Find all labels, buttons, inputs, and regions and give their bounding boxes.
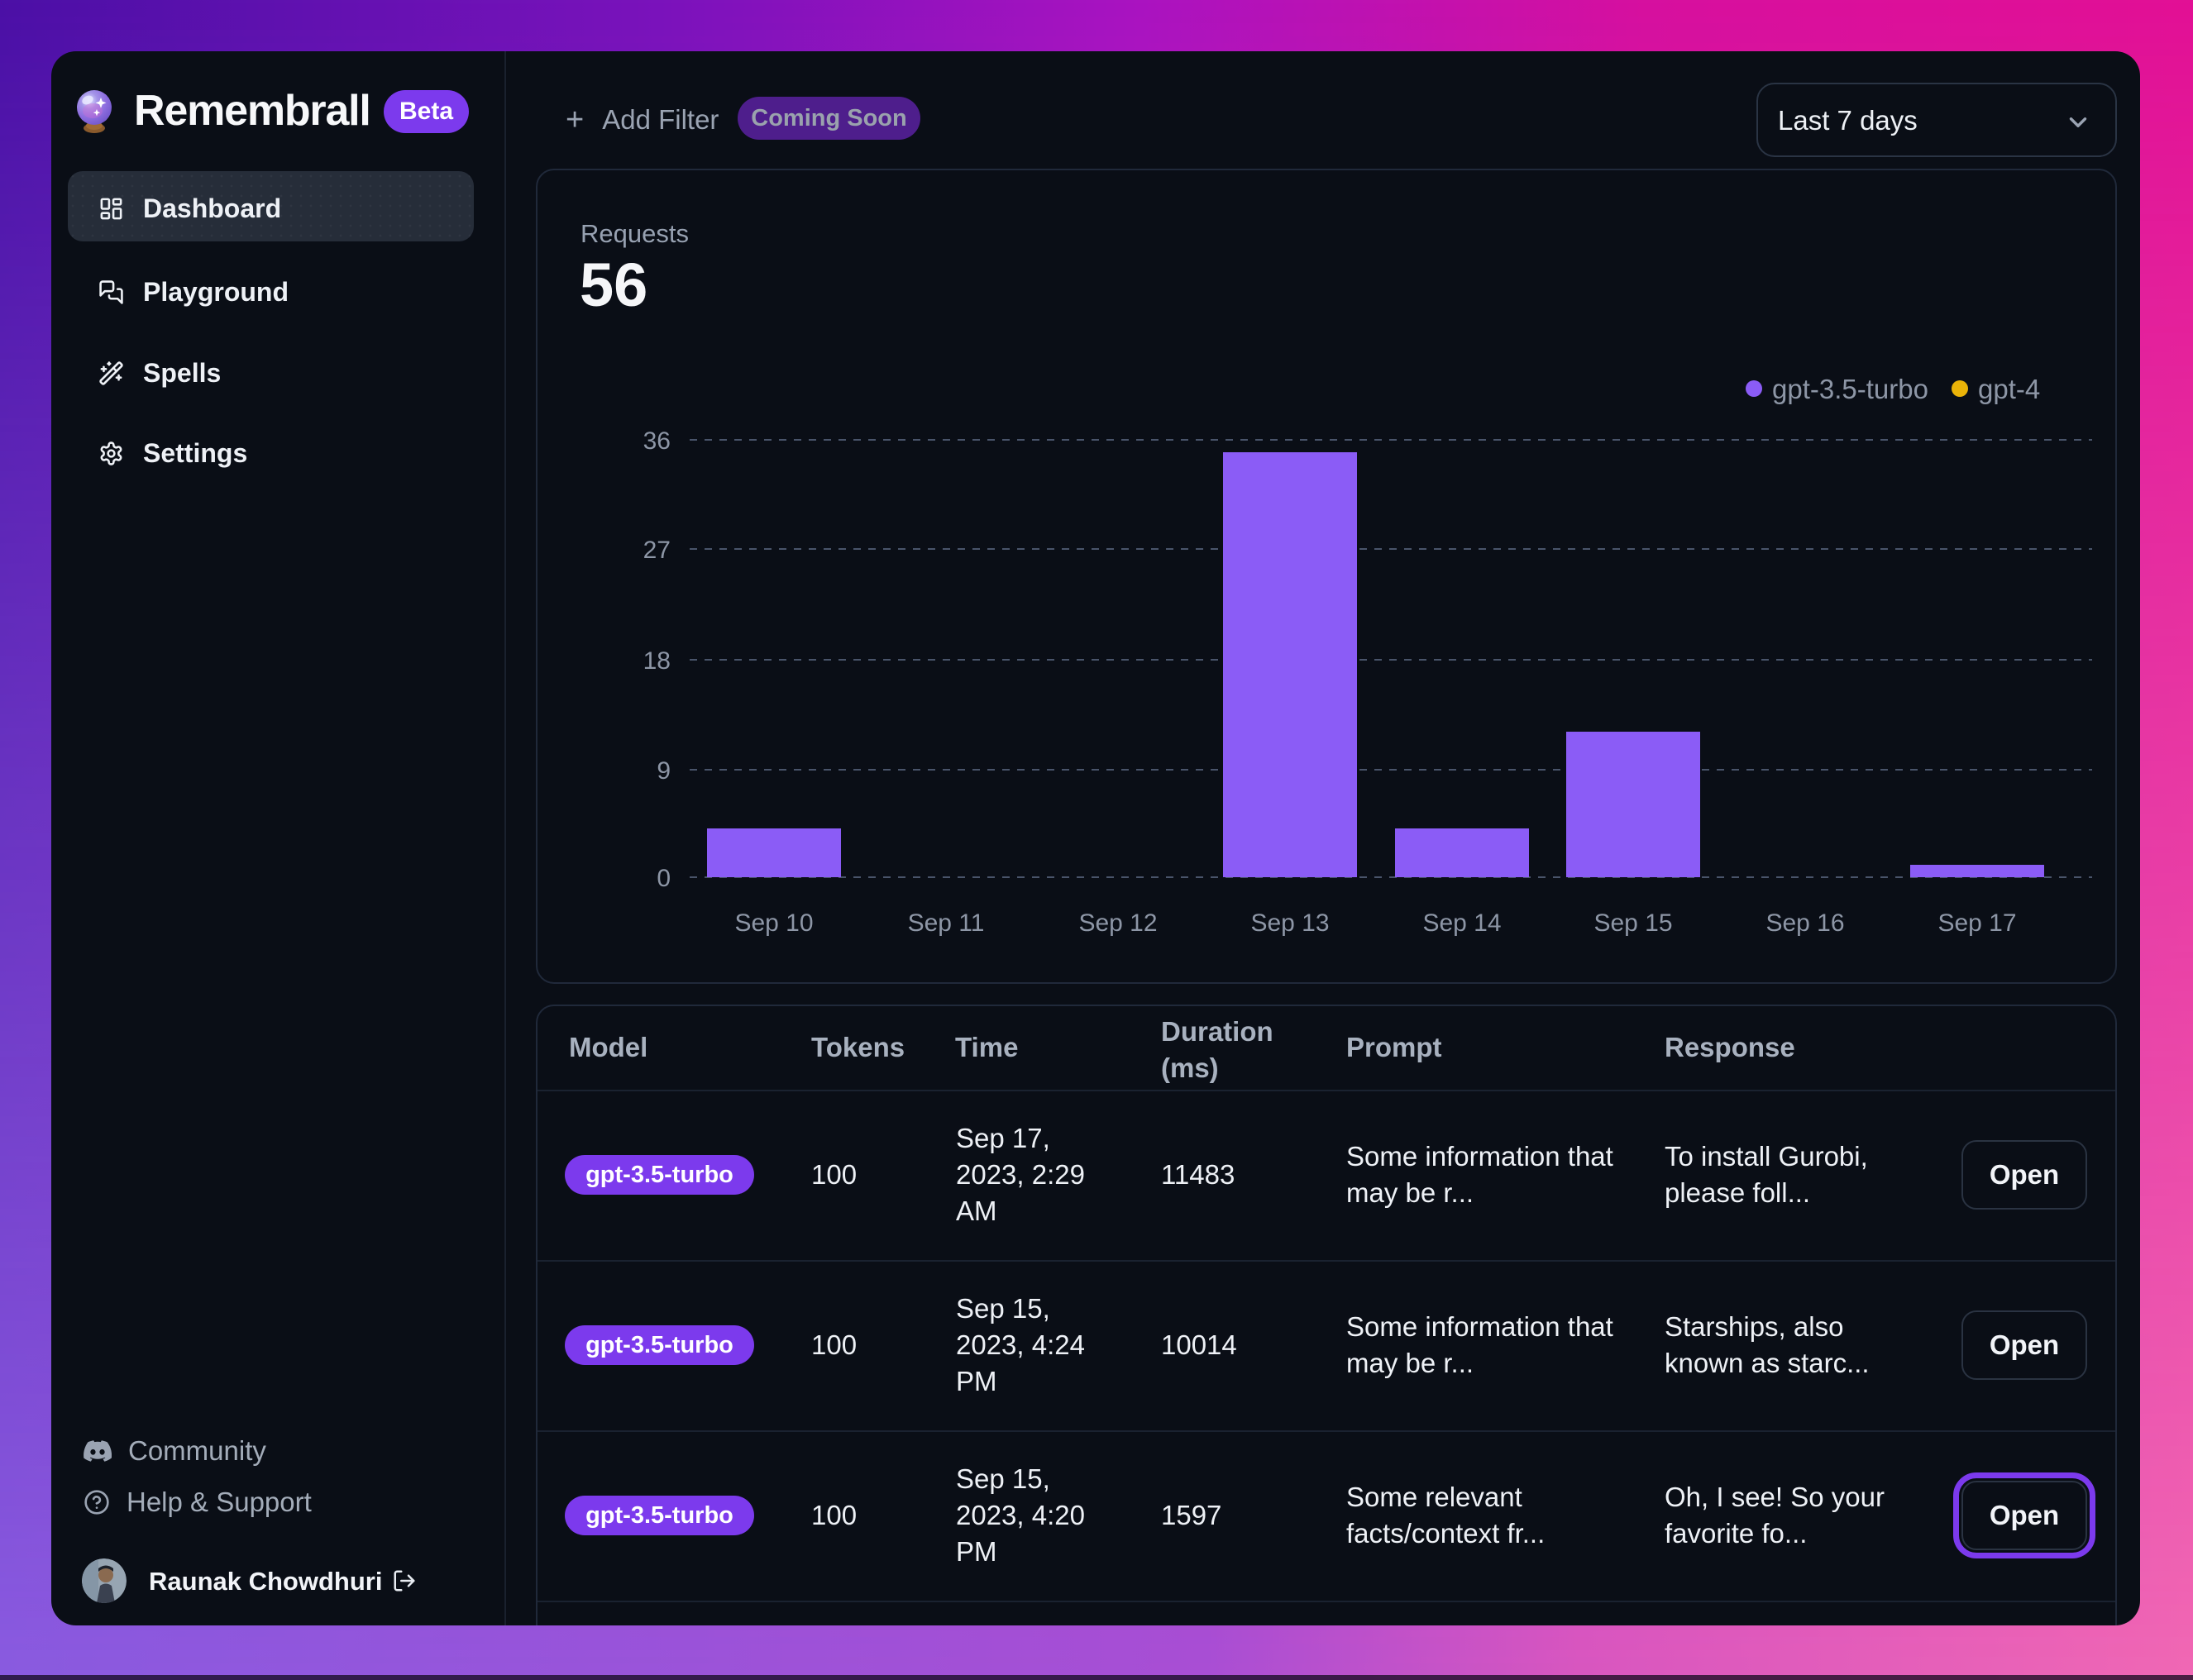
svg-text:18: 18 — [643, 647, 671, 675]
svg-text:36: 36 — [643, 427, 671, 455]
svg-text:Sep 16: Sep 16 — [1765, 909, 1844, 937]
svg-text:Sep 13: Sep 13 — [1250, 909, 1329, 937]
svg-text:gpt-3.5-turbo: gpt-3.5-turbo — [1772, 374, 1928, 404]
svg-text:27: 27 — [643, 537, 671, 564]
svg-text:Sep 10: Sep 10 — [734, 909, 813, 937]
svg-text:Sep 11: Sep 11 — [908, 909, 985, 937]
svg-text:Sep 17: Sep 17 — [1937, 909, 2016, 937]
svg-text:9: 9 — [657, 757, 671, 785]
svg-text:Sep 12: Sep 12 — [1078, 909, 1157, 937]
svg-text:gpt-4: gpt-4 — [1978, 374, 2040, 404]
svg-text:Sep 14: Sep 14 — [1422, 909, 1501, 937]
svg-text:0: 0 — [657, 865, 671, 892]
svg-text:Sep 15: Sep 15 — [1593, 909, 1672, 937]
